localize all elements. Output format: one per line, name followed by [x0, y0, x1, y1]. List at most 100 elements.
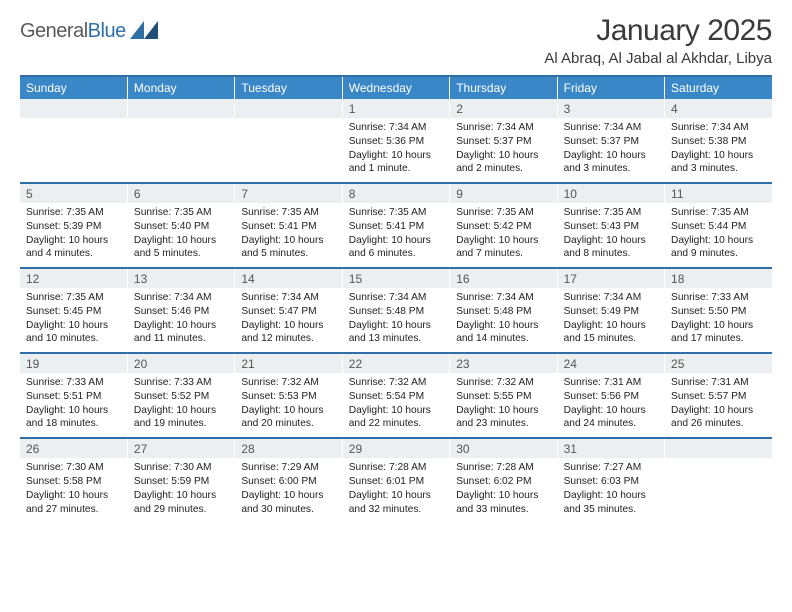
sunrise-line: Sunrise: 7:27 AM	[564, 461, 658, 475]
day-body: Sunrise: 7:29 AMSunset: 6:00 PMDaylight:…	[235, 458, 341, 522]
sunrise-line: Sunrise: 7:34 AM	[349, 291, 443, 305]
day-body: Sunrise: 7:34 AMSunset: 5:37 PMDaylight:…	[450, 118, 556, 182]
day-number: 3	[558, 99, 664, 118]
calendar-cell: 3Sunrise: 7:34 AMSunset: 5:37 PMDaylight…	[557, 99, 664, 183]
calendar-table: Sunday Monday Tuesday Wednesday Thursday…	[20, 77, 772, 522]
daylight-line: Daylight: 10 hours and 22 minutes.	[349, 404, 443, 432]
daylight-line: Daylight: 10 hours and 13 minutes.	[349, 319, 443, 347]
daylight-line: Daylight: 10 hours and 32 minutes.	[349, 489, 443, 517]
sunset-line: Sunset: 5:40 PM	[134, 220, 228, 234]
sunset-line: Sunset: 5:59 PM	[134, 475, 228, 489]
location-label: Al Abraq, Al Jabal al Akhdar, Libya	[544, 50, 772, 67]
calendar-cell: 28Sunrise: 7:29 AMSunset: 6:00 PMDayligh…	[235, 438, 342, 522]
sunrise-line: Sunrise: 7:32 AM	[241, 376, 335, 390]
calendar-cell: 8Sunrise: 7:35 AMSunset: 5:41 PMDaylight…	[342, 183, 449, 268]
sunrise-line: Sunrise: 7:33 AM	[26, 376, 121, 390]
sunset-line: Sunset: 5:48 PM	[456, 305, 550, 319]
sunset-line: Sunset: 5:58 PM	[26, 475, 121, 489]
calendar-cell: 10Sunrise: 7:35 AMSunset: 5:43 PMDayligh…	[557, 183, 664, 268]
sunrise-line: Sunrise: 7:33 AM	[134, 376, 228, 390]
daylight-line: Daylight: 10 hours and 3 minutes.	[564, 149, 658, 177]
daylight-line: Daylight: 10 hours and 23 minutes.	[456, 404, 550, 432]
daylight-line: Daylight: 10 hours and 33 minutes.	[456, 489, 550, 517]
daylight-line: Daylight: 10 hours and 35 minutes.	[564, 489, 658, 517]
sunrise-line: Sunrise: 7:31 AM	[671, 376, 766, 390]
weekday-row: Sunday Monday Tuesday Wednesday Thursday…	[20, 77, 772, 99]
sunset-line: Sunset: 5:53 PM	[241, 390, 335, 404]
sunrise-line: Sunrise: 7:35 AM	[134, 206, 228, 220]
logo-text-2: Blue	[88, 20, 126, 42]
day-number: 27	[128, 439, 234, 458]
calendar-cell: 24Sunrise: 7:31 AMSunset: 5:56 PMDayligh…	[557, 353, 664, 438]
daylight-line: Daylight: 10 hours and 12 minutes.	[241, 319, 335, 347]
logo-triangle-icon	[130, 21, 158, 39]
page-title: January 2025	[544, 14, 772, 48]
daylight-line: Daylight: 10 hours and 2 minutes.	[456, 149, 550, 177]
sunrise-line: Sunrise: 7:28 AM	[349, 461, 443, 475]
day-number: 7	[235, 184, 341, 203]
logo-text: GeneralBlue	[20, 20, 126, 43]
weekday-header: Wednesday	[342, 77, 449, 99]
day-body: Sunrise: 7:35 AMSunset: 5:40 PMDaylight:…	[128, 203, 234, 267]
calendar-cell-empty	[127, 99, 234, 183]
daylight-line: Daylight: 10 hours and 14 minutes.	[456, 319, 550, 347]
calendar-cell: 12Sunrise: 7:35 AMSunset: 5:45 PMDayligh…	[20, 268, 127, 353]
day-number: 4	[665, 99, 772, 118]
daylight-line: Daylight: 10 hours and 1 minute.	[349, 149, 443, 177]
calendar-cell: 9Sunrise: 7:35 AMSunset: 5:42 PMDaylight…	[450, 183, 557, 268]
daylight-line: Daylight: 10 hours and 9 minutes.	[671, 234, 766, 262]
weekday-header: Saturday	[665, 77, 772, 99]
calendar-cell: 1Sunrise: 7:34 AMSunset: 5:36 PMDaylight…	[342, 99, 449, 183]
sunset-line: Sunset: 5:46 PM	[134, 305, 228, 319]
day-body: Sunrise: 7:32 AMSunset: 5:53 PMDaylight:…	[235, 373, 341, 437]
day-number: 1	[343, 99, 449, 118]
daylight-line: Daylight: 10 hours and 27 minutes.	[26, 489, 121, 517]
day-body: Sunrise: 7:33 AMSunset: 5:52 PMDaylight:…	[128, 373, 234, 437]
header: GeneralBlue January 2025 Al Abraq, Al Ja…	[20, 14, 772, 67]
day-body: Sunrise: 7:34 AMSunset: 5:48 PMDaylight:…	[450, 288, 556, 352]
sunrise-line: Sunrise: 7:30 AM	[26, 461, 121, 475]
sunset-line: Sunset: 5:36 PM	[349, 135, 443, 149]
daylight-line: Daylight: 10 hours and 11 minutes.	[134, 319, 228, 347]
title-block: January 2025 Al Abraq, Al Jabal al Akhda…	[544, 14, 772, 67]
sunrise-line: Sunrise: 7:32 AM	[456, 376, 550, 390]
sunset-line: Sunset: 5:37 PM	[564, 135, 658, 149]
day-body: Sunrise: 7:35 AMSunset: 5:41 PMDaylight:…	[235, 203, 341, 267]
sunset-line: Sunset: 6:03 PM	[564, 475, 658, 489]
sunset-line: Sunset: 5:38 PM	[671, 135, 766, 149]
calendar-cell: 23Sunrise: 7:32 AMSunset: 5:55 PMDayligh…	[450, 353, 557, 438]
sunrise-line: Sunrise: 7:35 AM	[241, 206, 335, 220]
calendar-row: 19Sunrise: 7:33 AMSunset: 5:51 PMDayligh…	[20, 353, 772, 438]
calendar-head: Sunday Monday Tuesday Wednesday Thursday…	[20, 77, 772, 99]
calendar-cell: 31Sunrise: 7:27 AMSunset: 6:03 PMDayligh…	[557, 438, 664, 522]
daylight-line: Daylight: 10 hours and 15 minutes.	[564, 319, 658, 347]
sunset-line: Sunset: 5:51 PM	[26, 390, 121, 404]
day-number: 24	[558, 354, 664, 373]
sunset-line: Sunset: 5:54 PM	[349, 390, 443, 404]
calendar-cell: 19Sunrise: 7:33 AMSunset: 5:51 PMDayligh…	[20, 353, 127, 438]
sunrise-line: Sunrise: 7:34 AM	[564, 291, 658, 305]
sunset-line: Sunset: 5:42 PM	[456, 220, 550, 234]
sunrise-line: Sunrise: 7:33 AM	[671, 291, 766, 305]
sunrise-line: Sunrise: 7:29 AM	[241, 461, 335, 475]
calendar-cell: 26Sunrise: 7:30 AMSunset: 5:58 PMDayligh…	[20, 438, 127, 522]
calendar-cell: 2Sunrise: 7:34 AMSunset: 5:37 PMDaylight…	[450, 99, 557, 183]
calendar-row: 12Sunrise: 7:35 AMSunset: 5:45 PMDayligh…	[20, 268, 772, 353]
day-number: 19	[20, 354, 127, 373]
sunrise-line: Sunrise: 7:34 AM	[134, 291, 228, 305]
daylight-line: Daylight: 10 hours and 24 minutes.	[564, 404, 658, 432]
calendar-cell: 15Sunrise: 7:34 AMSunset: 5:48 PMDayligh…	[342, 268, 449, 353]
sunrise-line: Sunrise: 7:32 AM	[349, 376, 443, 390]
calendar-cell: 11Sunrise: 7:35 AMSunset: 5:44 PMDayligh…	[665, 183, 772, 268]
weekday-header: Tuesday	[235, 77, 342, 99]
day-number: 6	[128, 184, 234, 203]
sunset-line: Sunset: 6:00 PM	[241, 475, 335, 489]
daylight-line: Daylight: 10 hours and 4 minutes.	[26, 234, 121, 262]
day-number: 2	[450, 99, 556, 118]
day-body: Sunrise: 7:33 AMSunset: 5:50 PMDaylight:…	[665, 288, 772, 352]
calendar-page: GeneralBlue January 2025 Al Abraq, Al Ja…	[0, 0, 792, 532]
sunset-line: Sunset: 5:57 PM	[671, 390, 766, 404]
day-body: Sunrise: 7:35 AMSunset: 5:43 PMDaylight:…	[558, 203, 664, 267]
day-number: 17	[558, 269, 664, 288]
day-body: Sunrise: 7:35 AMSunset: 5:39 PMDaylight:…	[20, 203, 127, 267]
